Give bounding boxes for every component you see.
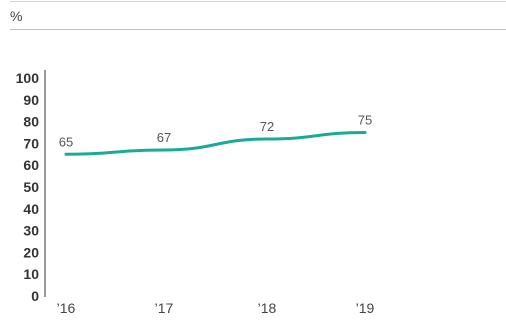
y-tick-label: 50 xyxy=(23,179,39,195)
unit-label: % xyxy=(10,8,23,24)
data-labels: 65 67 72 75 xyxy=(59,113,372,150)
y-tick-label: 40 xyxy=(23,201,39,217)
y-tick-label: 30 xyxy=(23,223,39,239)
y-tick-label: 100 xyxy=(16,70,40,86)
y-tick-label: 90 xyxy=(23,92,39,108)
header-top-rule xyxy=(10,1,506,2)
y-tick-label: 70 xyxy=(23,135,39,151)
x-tick-labels: ’16 ’17 ’18 ’19 xyxy=(57,300,375,316)
x-tick-label: ’19 xyxy=(356,300,375,316)
y-tick-label: 10 xyxy=(23,266,39,282)
header-underline xyxy=(10,29,506,30)
y-tick-label: 60 xyxy=(23,157,39,173)
y-tick-label: 0 xyxy=(31,288,39,304)
y-tick-labels: 0 10 20 30 40 50 60 70 80 90 100 xyxy=(16,70,40,304)
data-label: 72 xyxy=(260,119,274,134)
y-tick-label: 20 xyxy=(23,244,39,260)
x-tick-label: ’18 xyxy=(258,300,277,316)
data-label: 67 xyxy=(157,130,171,145)
data-label: 75 xyxy=(358,113,372,128)
x-tick-label: ’16 xyxy=(57,300,76,316)
data-label: 65 xyxy=(59,134,73,149)
series-line xyxy=(64,131,367,156)
x-tick-label: ’17 xyxy=(155,300,174,316)
y-tick-label: 80 xyxy=(23,114,39,130)
